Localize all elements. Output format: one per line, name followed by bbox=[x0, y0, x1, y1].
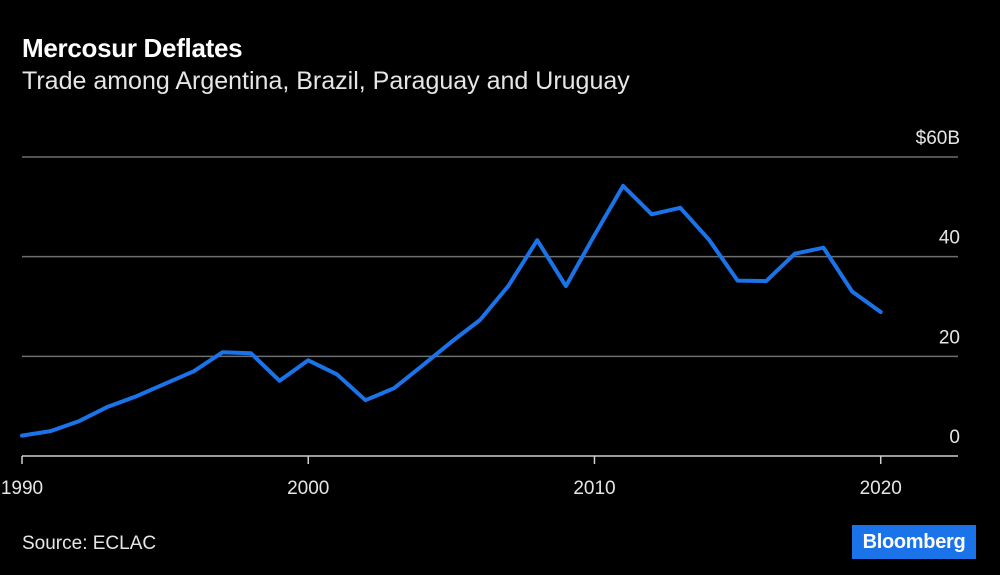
y-tick-label: $60B bbox=[916, 128, 960, 149]
chart-title: Mercosur Deflates bbox=[22, 33, 243, 63]
x-tick-label: 1990 bbox=[1, 478, 43, 499]
y-tick-label: 0 bbox=[949, 427, 960, 448]
y-axis-labels: 0 20 40 $60B bbox=[916, 128, 960, 448]
x-tick-label: 2010 bbox=[573, 478, 615, 499]
y-tick-label: 20 bbox=[939, 327, 960, 348]
y-tick-label: 40 bbox=[939, 228, 960, 249]
series-line bbox=[20, 183, 883, 438]
x-tick-label: 2020 bbox=[860, 478, 902, 499]
bloomberg-logo: Bloomberg bbox=[852, 525, 976, 559]
source-note: Source: ECLAC bbox=[22, 533, 157, 554]
chart-subtitle: Trade among Argentina, Brazil, Paraguay … bbox=[22, 67, 630, 95]
gridlines bbox=[22, 156, 958, 358]
x-tick-label: 2000 bbox=[287, 478, 329, 499]
x-axis-ticks: 1990 2000 2010 2020 bbox=[1, 456, 902, 499]
